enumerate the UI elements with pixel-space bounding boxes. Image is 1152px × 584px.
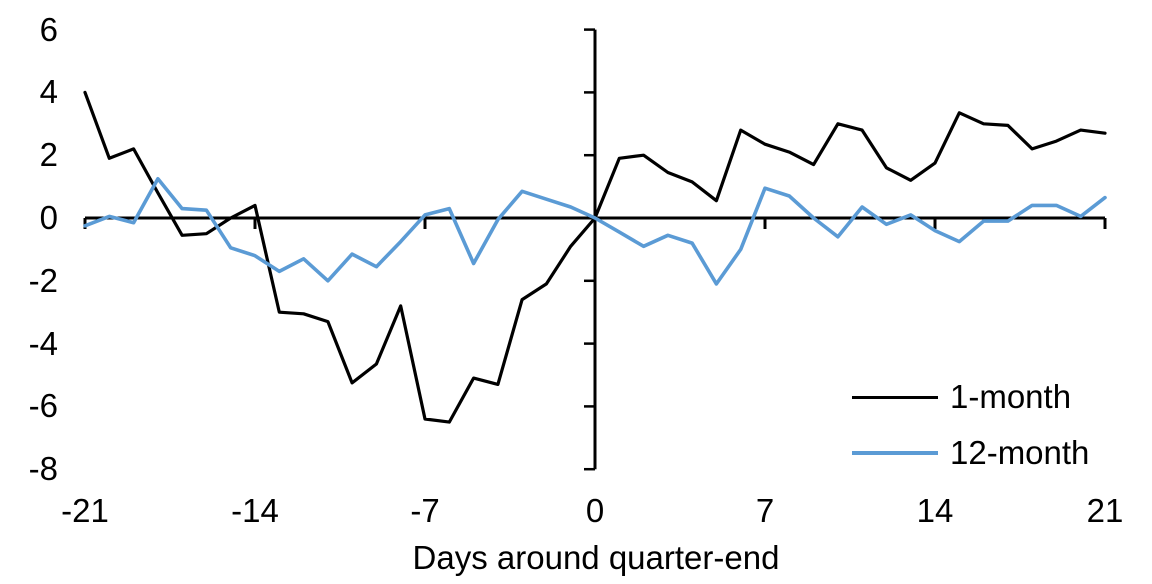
y-tick-label-4: 4 [39,73,58,111]
y-tick-label--6: -6 [28,387,58,425]
legend-line-swatch-1-month [852,395,938,399]
x-tick-label--21: -21 [61,492,109,529]
x-tick-label-21: 21 [1086,492,1124,529]
legend: 1-month 12-month [852,378,1092,490]
y-tick-label--2: -2 [28,261,58,299]
legend-label-12-month: 12-month [950,434,1090,471]
legend-line-swatch-12-month [852,451,938,455]
x-tick-label--7: -7 [410,492,440,529]
x-tick-label-0: 0 [585,492,605,529]
y-tick-label--8: -8 [28,450,58,488]
series-line-12-month [83,177,1107,286]
legend-item-1-month: 1-month [852,378,1092,416]
y-tick-label-6: 6 [39,10,58,48]
y-tick-label--4: -4 [28,324,58,362]
legend-item-12-month: 12-month [852,434,1092,472]
x-tick-label--14: -14 [231,492,279,529]
x-tick-label-14: 14 [916,492,954,529]
y-tick-label-2: 2 [39,136,58,174]
x-axis-title: Days around quarter-end [412,539,780,576]
y-tick-label-0: 0 [39,199,58,236]
legend-label-1-month: 1-month [950,378,1072,415]
x-tick-label-7: 7 [755,492,775,529]
